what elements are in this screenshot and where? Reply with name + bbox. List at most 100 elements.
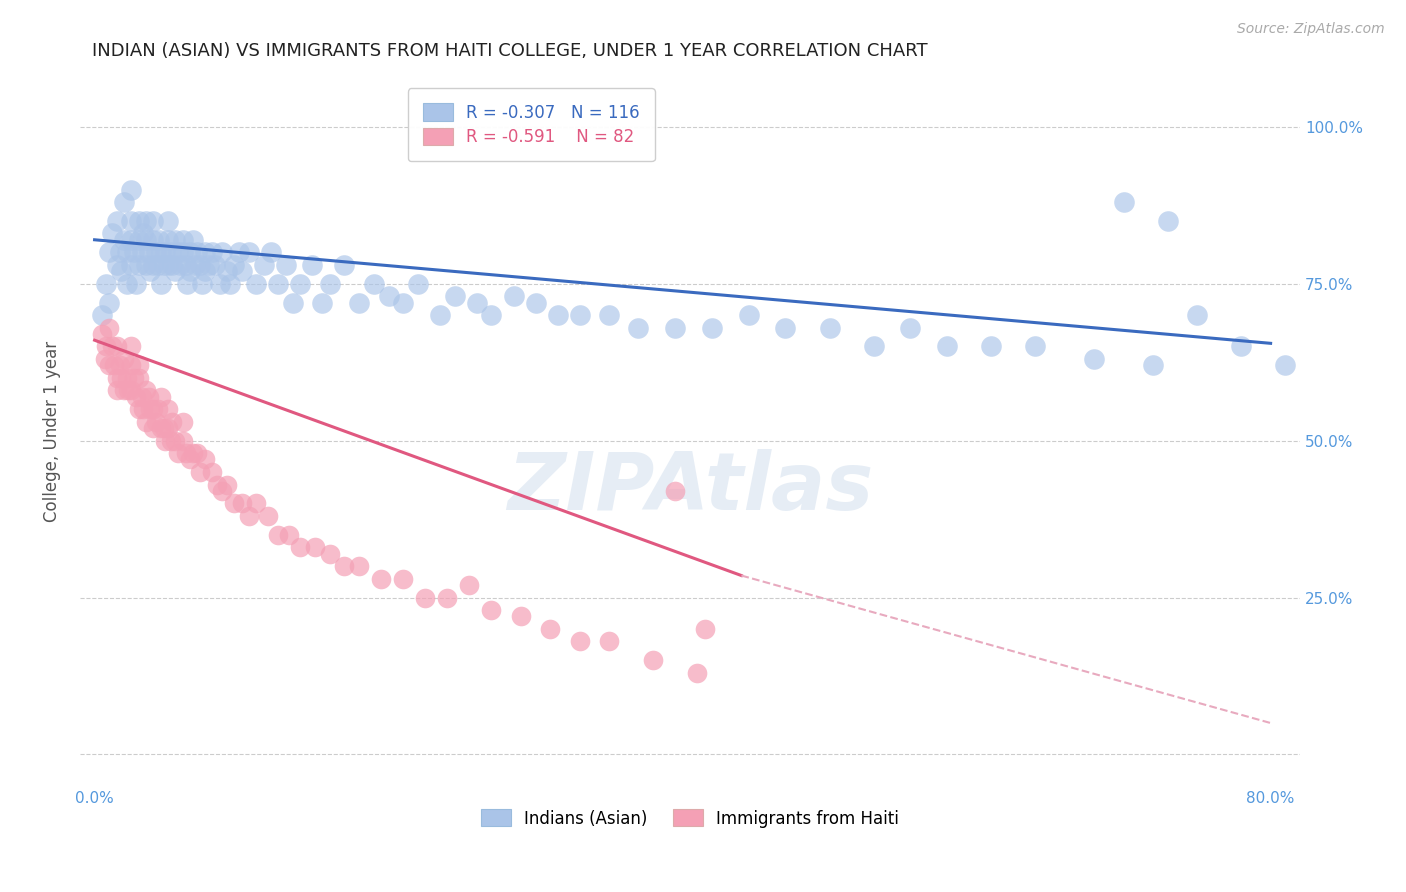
Point xyxy=(363,277,385,291)
Point xyxy=(274,258,297,272)
Point xyxy=(538,622,561,636)
Point xyxy=(90,326,112,341)
Point xyxy=(429,308,451,322)
Point xyxy=(125,277,148,291)
Point xyxy=(112,195,135,210)
Point xyxy=(128,214,150,228)
Point xyxy=(120,258,142,272)
Point xyxy=(179,264,201,278)
Point xyxy=(169,258,191,272)
Point xyxy=(406,277,429,291)
Point xyxy=(231,264,253,278)
Point xyxy=(90,308,112,322)
Point xyxy=(105,214,128,228)
Point xyxy=(135,258,157,272)
Point xyxy=(132,227,155,241)
Point xyxy=(108,245,131,260)
Point xyxy=(290,277,312,291)
Point xyxy=(1083,351,1105,366)
Point xyxy=(377,289,399,303)
Point xyxy=(664,320,686,334)
Point xyxy=(311,295,333,310)
Legend: Indians (Asian), Immigrants from Haiti: Indians (Asian), Immigrants from Haiti xyxy=(474,803,905,834)
Point xyxy=(152,258,174,272)
Point xyxy=(105,339,128,353)
Point xyxy=(165,434,187,448)
Point xyxy=(333,559,356,574)
Point xyxy=(149,421,172,435)
Point xyxy=(165,264,187,278)
Point xyxy=(165,233,187,247)
Point xyxy=(101,339,124,353)
Point xyxy=(900,320,922,334)
Point xyxy=(319,547,342,561)
Point xyxy=(115,277,138,291)
Point xyxy=(436,591,458,605)
Point xyxy=(115,245,138,260)
Point xyxy=(179,245,201,260)
Point xyxy=(347,295,370,310)
Point xyxy=(260,245,283,260)
Point xyxy=(290,541,312,555)
Point xyxy=(443,289,465,303)
Point xyxy=(153,245,176,260)
Text: INDIAN (ASIAN) VS IMMIGRANTS FROM HAITI COLLEGE, UNDER 1 YEAR CORRELATION CHART: INDIAN (ASIAN) VS IMMIGRANTS FROM HAITI … xyxy=(91,42,928,60)
Point xyxy=(245,496,267,510)
Point xyxy=(105,371,128,385)
Point xyxy=(105,384,128,398)
Point xyxy=(186,245,208,260)
Point xyxy=(1319,371,1341,385)
Point xyxy=(149,277,172,291)
Point xyxy=(120,233,142,247)
Point xyxy=(149,390,172,404)
Point xyxy=(167,245,190,260)
Point xyxy=(96,277,118,291)
Point xyxy=(198,258,221,272)
Point xyxy=(224,258,246,272)
Point xyxy=(700,320,723,334)
Point xyxy=(120,183,142,197)
Point xyxy=(194,452,217,467)
Point xyxy=(128,402,150,417)
Point xyxy=(818,320,841,334)
Point xyxy=(201,245,224,260)
Point xyxy=(1024,339,1046,353)
Point xyxy=(122,371,145,385)
Point xyxy=(135,415,157,429)
Point xyxy=(122,245,145,260)
Point xyxy=(142,214,165,228)
Point xyxy=(160,434,183,448)
Point xyxy=(238,508,260,523)
Point xyxy=(120,339,142,353)
Point xyxy=(215,477,238,491)
Point xyxy=(524,295,547,310)
Point xyxy=(257,508,280,523)
Point xyxy=(138,245,160,260)
Point xyxy=(142,421,165,435)
Point xyxy=(1157,214,1180,228)
Point xyxy=(98,320,121,334)
Point xyxy=(502,289,524,303)
Point xyxy=(128,359,150,373)
Point xyxy=(94,351,117,366)
Point xyxy=(228,245,250,260)
Point xyxy=(125,390,148,404)
Point xyxy=(201,465,224,479)
Point xyxy=(145,415,167,429)
Point xyxy=(392,295,415,310)
Point xyxy=(112,384,135,398)
Point xyxy=(152,421,174,435)
Point xyxy=(135,233,157,247)
Point xyxy=(142,258,165,272)
Point xyxy=(547,308,569,322)
Point xyxy=(267,527,290,541)
Point xyxy=(105,258,128,272)
Point xyxy=(686,665,709,680)
Point xyxy=(142,233,165,247)
Point xyxy=(157,421,180,435)
Point xyxy=(172,434,194,448)
Point xyxy=(167,446,190,460)
Point xyxy=(627,320,650,334)
Point xyxy=(120,384,142,398)
Point xyxy=(1185,308,1208,322)
